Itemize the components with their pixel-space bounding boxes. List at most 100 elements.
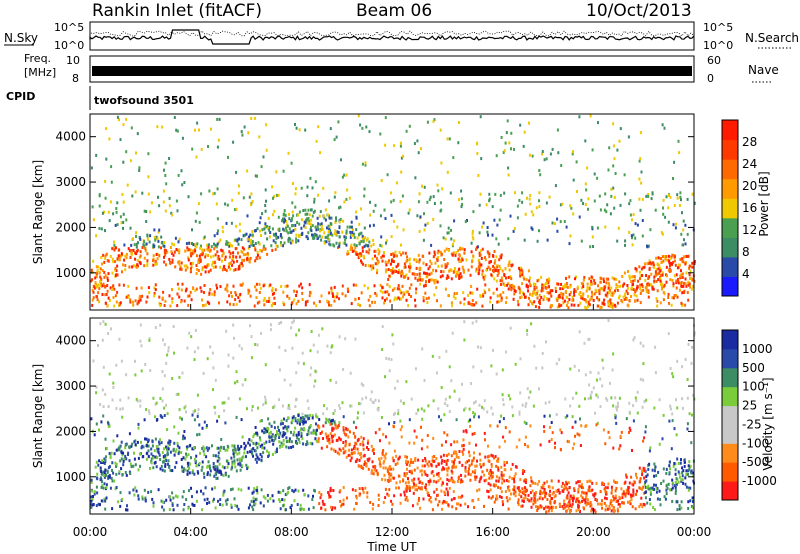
power-point <box>470 285 473 288</box>
velocity-point <box>232 356 235 360</box>
velocity-point <box>171 502 174 505</box>
power-point <box>331 292 334 296</box>
velocity-point <box>628 401 631 405</box>
velocity-point <box>580 424 583 428</box>
velocity-point <box>161 399 164 403</box>
power-point <box>145 300 148 304</box>
velocity-point <box>448 365 451 369</box>
power-point <box>195 272 198 275</box>
power-point <box>99 275 102 279</box>
power-point <box>271 289 274 292</box>
velocity-point <box>407 460 410 464</box>
power-point <box>646 290 649 294</box>
velocity-point <box>497 459 500 463</box>
velocity-point <box>575 500 577 504</box>
velocity-point <box>384 478 387 482</box>
velocity-point <box>460 473 462 477</box>
power-point <box>200 147 203 151</box>
velocity-point <box>370 444 373 448</box>
velocity-point <box>386 492 389 496</box>
power-ytick-label-0: 4000 <box>55 130 86 144</box>
velocity-point <box>519 478 522 481</box>
power-point <box>241 246 244 250</box>
power-point <box>639 157 642 161</box>
power-point <box>675 279 678 283</box>
velocity-point <box>389 478 392 482</box>
velocity-point <box>534 493 537 497</box>
velocity-point <box>273 420 276 424</box>
power-point <box>262 284 265 288</box>
velocity-point <box>167 462 169 466</box>
velocity-point <box>599 502 602 506</box>
velocity-point <box>204 486 207 490</box>
velocity-point <box>160 441 163 445</box>
velocity-point <box>589 504 592 508</box>
velocity-point <box>513 475 516 478</box>
power-point <box>101 269 104 272</box>
power-point <box>641 274 644 277</box>
velocity-point <box>238 451 241 455</box>
velocity-point <box>191 469 194 473</box>
velocity-point <box>571 396 574 400</box>
power-point <box>481 304 484 308</box>
velocity-point <box>309 424 312 427</box>
power-point <box>259 216 262 220</box>
power-point <box>229 261 232 265</box>
freq-label-line1: Freq. <box>24 52 51 65</box>
power-point <box>416 214 419 218</box>
velocity-point <box>501 393 504 397</box>
power-point <box>358 240 361 244</box>
power-point <box>224 202 227 206</box>
velocity-point <box>525 402 528 406</box>
velocity-point <box>629 502 632 506</box>
power-point <box>672 223 675 227</box>
power-point <box>351 234 353 238</box>
power-point <box>245 232 248 236</box>
velocity-point <box>354 460 357 464</box>
velocity-point <box>143 418 146 422</box>
velocity-point <box>672 464 675 468</box>
velocity-point <box>354 489 357 492</box>
velocity-point <box>112 471 115 475</box>
velocity-point <box>107 466 110 470</box>
velocity-point <box>244 378 247 382</box>
velocity-point <box>389 467 392 471</box>
velocity-point <box>680 506 683 510</box>
power-point <box>584 182 587 186</box>
power-point <box>272 213 274 217</box>
velocity-point <box>431 354 434 358</box>
power-point <box>627 135 630 139</box>
velocity-point <box>453 480 456 484</box>
power-point <box>576 285 579 289</box>
power-point <box>684 282 687 286</box>
velocity-point <box>686 472 688 476</box>
power-point <box>615 277 618 281</box>
power-point <box>495 154 498 158</box>
power-point <box>287 231 290 235</box>
velocity-point <box>263 427 266 431</box>
velocity-point <box>452 460 455 464</box>
velocity-point <box>133 451 135 455</box>
velocity-point <box>461 480 464 484</box>
power-point <box>406 290 409 294</box>
power-point <box>590 290 593 294</box>
power-point <box>643 265 646 269</box>
velocity-point <box>241 383 244 387</box>
velocity-point <box>331 508 333 511</box>
power-point <box>122 263 124 267</box>
power-point <box>327 230 330 233</box>
velocity-point <box>382 432 385 436</box>
power-point <box>131 265 134 269</box>
power-point <box>618 296 620 300</box>
velocity-point <box>297 433 300 437</box>
velocity-point <box>284 349 287 353</box>
velocity-point <box>213 405 216 409</box>
velocity-point <box>543 481 546 485</box>
power-point <box>247 291 250 295</box>
velocity-point <box>193 358 196 362</box>
velocity-point <box>468 467 470 471</box>
power-point <box>157 245 160 249</box>
velocity-point <box>417 408 419 412</box>
velocity-point <box>689 486 692 490</box>
power-point <box>536 296 539 300</box>
